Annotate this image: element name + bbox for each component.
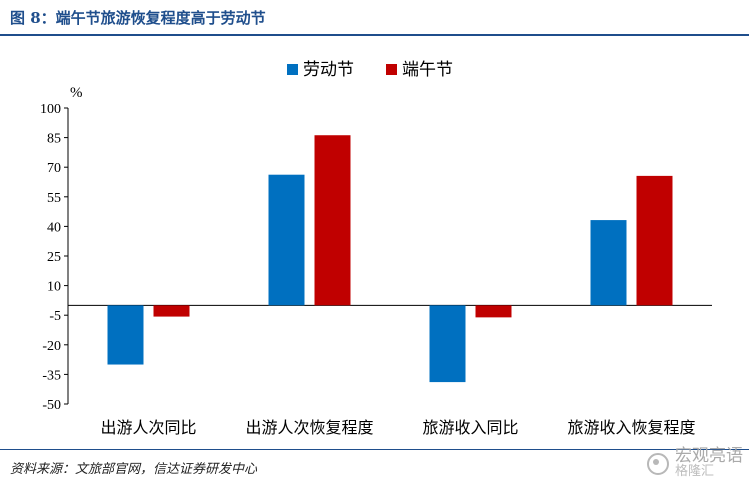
legend-swatch-laodong	[287, 64, 298, 75]
y-tick-label: -20	[42, 339, 61, 354]
bar-duanwu-1	[314, 135, 351, 306]
bar-laodong-1	[268, 174, 305, 306]
y-tick-label: 85	[47, 132, 61, 147]
bars	[107, 135, 673, 383]
bar-laodong-0	[107, 305, 144, 365]
x-category-label: 出游人次恢复程度	[245, 418, 373, 437]
bar-duanwu-2	[475, 305, 512, 318]
y-tick-label: 40	[47, 220, 61, 235]
source-note: 资料来源：文旅部官网，信达证券研发中心	[10, 462, 258, 477]
y-tick-label: 70	[47, 161, 61, 176]
source-bar: 资料来源：文旅部官网，信达证券研发中心	[0, 449, 749, 484]
bar-duanwu-3	[636, 175, 673, 306]
y-tick-label: -50	[42, 398, 61, 413]
x-category-label: 出游人次同比	[100, 418, 196, 437]
wechat-icon	[647, 453, 669, 475]
x-category-label: 旅游收入恢复程度	[567, 418, 695, 437]
y-axis: 100 85 70 55 40 25 10 -5 -20 -35 -50%	[40, 85, 712, 413]
bar-laodong-3	[590, 220, 627, 306]
legend-label: 劳动节	[303, 60, 354, 80]
y-tick-label: 25	[47, 250, 61, 265]
chart-title: 图 8：端午节旅游恢复程度高于劳动节	[10, 9, 266, 27]
legend-swatch-duanwu	[386, 64, 397, 75]
watermark: 宏观亮语 格隆汇	[600, 445, 749, 483]
x-axis-labels: 出游人次同比 出游人次恢复程度 旅游收入同比 旅游收入恢复程度	[100, 418, 695, 437]
y-axis-unit: %	[70, 85, 83, 101]
y-tick-label: -5	[49, 309, 61, 324]
bar-laodong-2	[429, 305, 466, 383]
legend: 劳动节 端午节	[287, 60, 453, 80]
legend-label: 端午节	[402, 60, 453, 80]
y-tick-label: 55	[47, 191, 61, 206]
bar-chart: 劳动节 端午节 100 85 70 55 40 25 10 -5 -20 -35 -50% 出游人次同…	[40, 60, 712, 437]
watermark-line2: 格隆汇	[675, 464, 715, 479]
y-tick-label: 100	[40, 102, 61, 117]
title-bar: 图 8：端午节旅游恢复程度高于劳动节	[0, 0, 749, 36]
y-tick-label: 10	[47, 280, 61, 295]
watermark-line1: 宏观亮语	[675, 446, 743, 466]
x-category-label: 旅游收入同比	[422, 418, 518, 437]
y-tick-label: -35	[42, 368, 61, 383]
bar-duanwu-0	[153, 305, 190, 317]
